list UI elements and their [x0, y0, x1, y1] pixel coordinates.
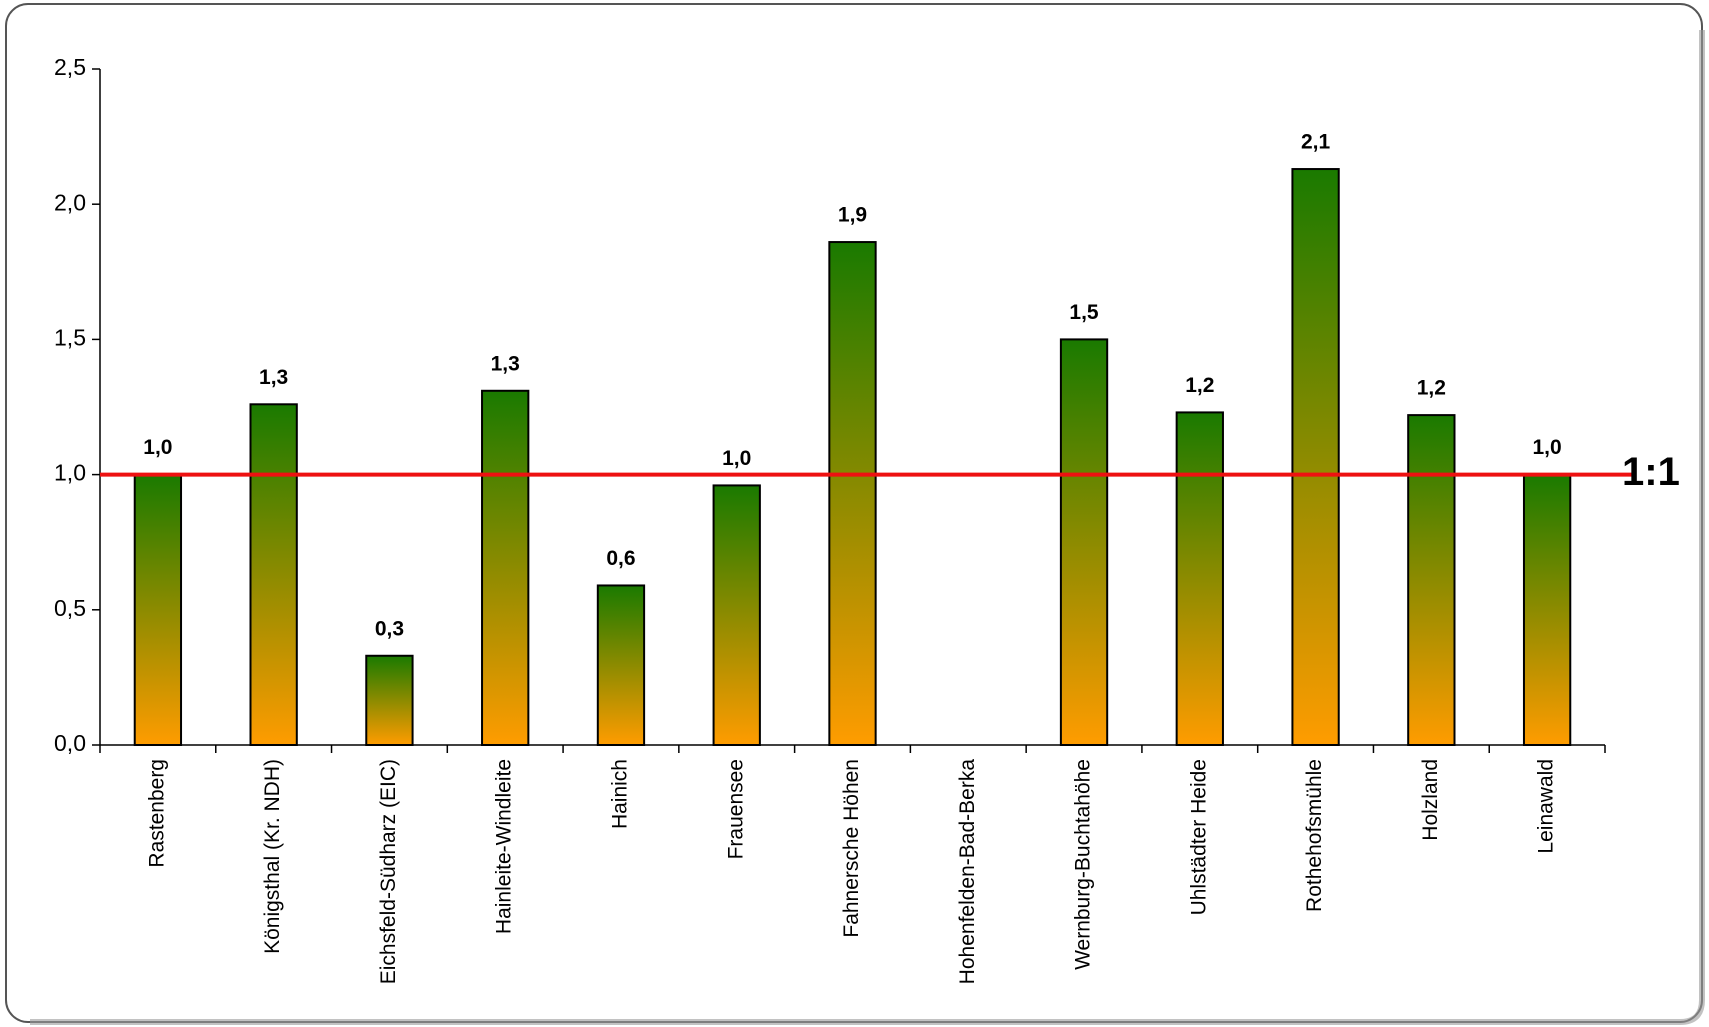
- x-tick-label: Hainleite-Windleite: [493, 759, 516, 934]
- reference-label: 1:1: [1622, 450, 1680, 494]
- x-tick-label: Fahnersche Höhen: [840, 759, 863, 938]
- bar: [1291, 168, 1340, 747]
- x-tick-label: Holzland: [1419, 759, 1442, 841]
- x-tick-label: Leinawald: [1535, 759, 1558, 854]
- value-label: 1,5: [1069, 301, 1099, 324]
- y-tick-label: 0,5: [54, 595, 86, 621]
- value-label: 0,3: [375, 617, 404, 640]
- x-tick-label: Königsthal (Kr. NDH): [261, 759, 284, 954]
- bar: [712, 484, 761, 746]
- bar: [1059, 338, 1109, 746]
- x-tick-label: Rothehofsmühle: [1303, 759, 1326, 912]
- bar: [249, 403, 298, 746]
- bar: [1522, 473, 1572, 746]
- frame-shadow: [30, 30, 1705, 1025]
- bar: [481, 389, 530, 746]
- value-label: 1,3: [259, 366, 288, 389]
- x-tick-label: Hohenfelden-Bad-Berka: [956, 759, 979, 985]
- bar: [1407, 414, 1456, 746]
- value-label: 1,0: [1533, 436, 1562, 459]
- y-tick-label: 2,5: [54, 54, 86, 80]
- value-label: 1,2: [1417, 377, 1446, 400]
- value-label: 2,1: [1301, 131, 1331, 154]
- y-tick-label: 2,0: [54, 189, 86, 215]
- bar: [133, 473, 183, 746]
- x-tick-label: Wernburg-Buchtahöhe: [1072, 759, 1095, 970]
- bar: [1175, 411, 1224, 746]
- x-tick-label: Frauensee: [724, 759, 747, 859]
- x-tick-label: Uhlstädter Heide: [1187, 759, 1210, 915]
- bar: [365, 654, 414, 747]
- value-label: 0,6: [606, 547, 635, 570]
- value-label: 1,9: [838, 204, 867, 227]
- bar: [828, 241, 877, 746]
- value-label: 1,0: [143, 436, 172, 459]
- x-tick-label: Eichsfeld-Südharz (EIC): [377, 759, 400, 984]
- y-tick-label: 1,5: [54, 324, 86, 350]
- x-tick-label: Rastenberg: [145, 759, 168, 868]
- bar: [596, 584, 646, 746]
- y-tick-label: 0,0: [54, 730, 86, 756]
- value-label: 1,3: [491, 352, 520, 375]
- x-tick-label: Hainich: [609, 759, 632, 829]
- value-label: 1,2: [1185, 374, 1214, 397]
- value-label: 1,0: [722, 447, 751, 470]
- y-tick-label: 1,0: [54, 460, 86, 486]
